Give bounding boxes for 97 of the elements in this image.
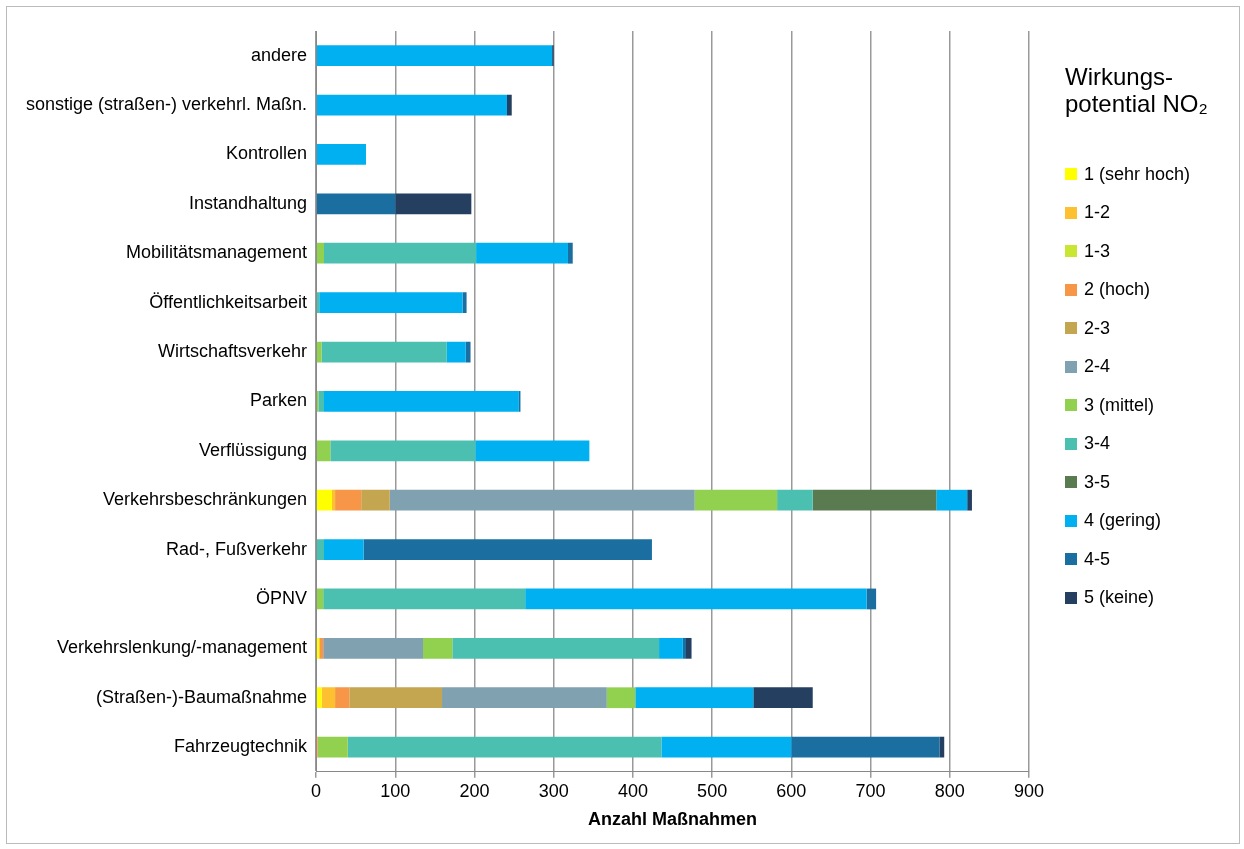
bar	[475, 440, 590, 462]
bar	[686, 637, 692, 659]
bar	[331, 489, 336, 511]
bar	[316, 539, 324, 560]
y-tick-label: Fahrzeugtechnik	[174, 736, 309, 757]
x-tick-label: 400	[617, 780, 648, 801]
bar	[324, 391, 519, 412]
bar	[319, 292, 463, 313]
bar	[347, 736, 662, 758]
bar	[939, 736, 945, 758]
bar	[324, 242, 477, 264]
x-tick-label: 700	[855, 780, 886, 801]
bar	[316, 588, 324, 610]
y-tick-label: (Straßen-)-Baumaßnahme	[96, 686, 308, 707]
bar	[753, 687, 813, 709]
bar	[462, 292, 467, 313]
legend-label: 1-3	[1084, 240, 1111, 262]
bar	[321, 341, 447, 363]
bar	[567, 242, 573, 264]
bar	[606, 687, 636, 709]
bar	[335, 489, 362, 511]
x-tick-label: 300	[538, 780, 569, 801]
x-tick-label: 500	[697, 780, 728, 801]
bar	[446, 341, 466, 363]
x-tick-label: 200	[459, 780, 490, 801]
legend-label: 3-5	[1084, 471, 1111, 493]
y-tick-label: Öffentlichkeitsarbeit	[149, 291, 308, 312]
bar	[316, 94, 507, 116]
y-tick-label: Instandhaltung	[188, 192, 308, 213]
legend-label: 5 (keine)	[1084, 587, 1155, 609]
x-axis-title: Anzahl Maßnahmen	[588, 809, 758, 830]
x-tick-label: 800	[934, 780, 965, 801]
bar	[661, 736, 792, 758]
bar	[349, 687, 443, 709]
y-tick-label: Rad-, Fußverkehr	[166, 538, 308, 559]
bar	[476, 242, 568, 264]
bar	[866, 588, 877, 610]
bar	[659, 637, 683, 659]
y-tick-label: Mobilitätsmanagement	[125, 242, 308, 263]
bar	[324, 539, 364, 560]
bar	[423, 637, 453, 659]
bar	[316, 341, 322, 363]
x-tick-label: 0	[311, 780, 322, 801]
y-tick-label: ÖPNV	[256, 587, 308, 608]
bar	[777, 489, 813, 511]
legend-label: 3 (mittel)	[1084, 394, 1155, 416]
y-tick-label: Verflüssigung	[199, 439, 308, 460]
legend-label: 3-4	[1084, 433, 1111, 455]
bar	[361, 489, 390, 511]
bar	[682, 637, 686, 659]
y-tick-label: andere	[251, 44, 308, 65]
bar	[318, 391, 324, 412]
bar	[363, 539, 652, 560]
bar	[442, 687, 607, 709]
bar	[316, 144, 366, 165]
bar	[319, 637, 324, 659]
bar	[694, 489, 778, 511]
bar	[506, 94, 512, 116]
y-tick-label: Verkehrslenkung/-management	[56, 637, 308, 658]
bar	[316, 193, 396, 215]
bar	[465, 341, 471, 363]
bar	[967, 489, 972, 511]
bar	[812, 489, 937, 511]
bar	[791, 736, 940, 758]
x-tick-label: 100	[380, 780, 411, 801]
legend-label: 2-4	[1084, 356, 1111, 378]
legend-label: 2-3	[1084, 317, 1111, 339]
y-tick-label: Verkehrsbeschränkungen	[102, 489, 308, 510]
legend-label: 1-2	[1084, 202, 1111, 224]
bar	[317, 736, 348, 758]
legend-label: 4-5	[1084, 548, 1111, 570]
bar	[321, 687, 336, 709]
legend-label: 2 (hoch)	[1084, 279, 1151, 301]
legend-label: 1 (sehr hoch)	[1084, 163, 1191, 185]
y-tick-label: sonstige (straßen-) verkehrl. Maßn.	[25, 94, 308, 115]
legend-title: Wirkungs-potential NO₂	[1065, 63, 1209, 117]
y-tick-label: Wirtschaftsverkehr	[158, 340, 308, 361]
bar	[335, 687, 350, 709]
bar	[635, 687, 754, 709]
y-tick-label: Kontrollen	[226, 143, 308, 164]
y-tick-label: Parken	[250, 390, 308, 411]
bar	[389, 489, 695, 511]
bar	[452, 637, 660, 659]
bar	[936, 489, 968, 511]
bar	[330, 440, 476, 462]
bar	[323, 637, 424, 659]
bar	[525, 588, 867, 610]
legend-label: 4 (gering)	[1084, 510, 1162, 532]
x-tick-label: 900	[1013, 780, 1045, 801]
bar	[323, 588, 526, 610]
bar	[395, 193, 472, 215]
bar	[316, 45, 553, 67]
x-tick-label: 600	[776, 780, 807, 801]
bar	[316, 489, 332, 511]
bar	[316, 440, 331, 462]
bar	[316, 242, 324, 264]
bar	[316, 687, 322, 709]
